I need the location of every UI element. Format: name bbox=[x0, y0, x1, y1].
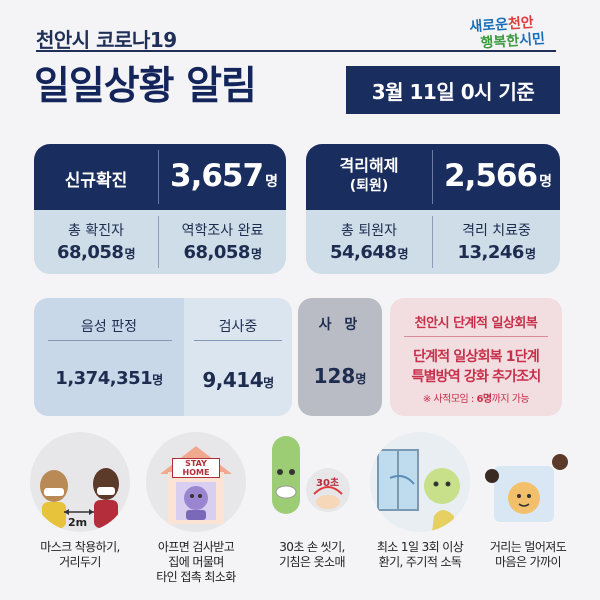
caption-line: 거리는 멀어져도 bbox=[489, 540, 567, 554]
note-limit: 6명 bbox=[476, 394, 492, 405]
logo-text-2b: 시민 bbox=[518, 31, 546, 49]
caption-line: 마음은 가까이 bbox=[495, 555, 561, 569]
logo-text-2a: 행복한 bbox=[480, 32, 520, 52]
confirmed-number: 3,657 bbox=[170, 158, 264, 194]
released-label-main: 격리해제 bbox=[339, 156, 399, 175]
ventilation-illustration bbox=[370, 432, 470, 532]
tests-card: 음성 판정 1,374,351명 검사중 9,414명 bbox=[34, 298, 292, 416]
caption-mask: 마스크 착용하기, 거리두기 bbox=[22, 540, 138, 570]
stay-home-sign: STAY HOME bbox=[172, 458, 220, 478]
divider bbox=[432, 150, 433, 204]
negative-label: 음성 판정 bbox=[81, 319, 137, 335]
divider bbox=[158, 216, 159, 268]
stay-home-illustration: STAY HOME bbox=[146, 432, 246, 532]
caption-heart: 거리는 멀어져도 마음은 가까이 bbox=[470, 540, 586, 570]
caption-line: 집에 머물며 bbox=[168, 555, 224, 569]
negative-panel: 음성 판정 1,374,351명 bbox=[34, 298, 184, 416]
total-confirmed-number: 68,058 bbox=[56, 242, 124, 263]
pending-panel: 검사중 9,414명 bbox=[184, 298, 292, 416]
pending-label: 검사중 bbox=[218, 319, 258, 335]
confirmed-card: 신규확진 3,657 명 총 확진자 68,058명 역학조사 완료 68,058… bbox=[34, 144, 286, 274]
city-logo: 새로운천안 행복한시민 bbox=[469, 13, 567, 54]
caption-line: 환기, 주기적 소독 bbox=[378, 555, 462, 569]
deaths-card: 사 망 128명 bbox=[298, 298, 382, 416]
total-released-label: 총 퇴원자 bbox=[341, 223, 397, 239]
epi-done-number: 68,058 bbox=[183, 242, 250, 263]
divider bbox=[48, 340, 172, 341]
mask-distance-illustration: 2m bbox=[30, 432, 130, 532]
recovery-line-2: 특별방역 강화 추가조치 bbox=[411, 369, 542, 385]
in-treatment-label: 격리 치료중 bbox=[462, 223, 531, 239]
confirmed-value: 3,657 명 bbox=[170, 158, 278, 194]
negative-value: 1,374,351명 bbox=[34, 368, 184, 389]
epi-done-value: 68,058명 bbox=[159, 242, 286, 263]
unit: 명 bbox=[539, 174, 552, 190]
pending-number: 9,414 bbox=[202, 368, 264, 392]
total-confirmed-value: 68,058명 bbox=[34, 242, 158, 263]
logo-text-1a: 새로운 bbox=[468, 16, 509, 36]
caption-hand-washing: 30초 손 씻기, 기침은 옷소매 bbox=[254, 540, 370, 570]
unit: 명 bbox=[263, 376, 274, 390]
caption-line: 아프면 검사받고 bbox=[157, 540, 235, 554]
released-label: 격리해제 (퇴원) bbox=[306, 156, 432, 196]
deaths-value: 128명 bbox=[298, 364, 382, 388]
caption-ventilation: 최소 1일 3회 이상 환기, 주기적 소독 bbox=[362, 540, 478, 570]
thirty-second-sign: 30초 bbox=[316, 478, 340, 489]
released-header: 격리해제 (퇴원) 2,566 명 bbox=[306, 144, 560, 210]
released-details: 총 퇴원자 54,648명 격리 치료중 13,246명 bbox=[306, 210, 560, 274]
released-value: 2,566 명 bbox=[444, 158, 552, 194]
unit: 명 bbox=[397, 247, 408, 261]
date-badge: 3월 11일 0시 기준 bbox=[346, 66, 560, 114]
confirmed-details: 총 확진자 68,058명 역학조사 완료 68,058명 bbox=[34, 210, 286, 274]
hand-washing-illustration: 30초 bbox=[262, 432, 362, 532]
released-number: 2,566 bbox=[444, 158, 538, 194]
recovery-card: 천안시 단계적 일상회복 단계적 일상회복 1단계 특별방역 강화 추가조치 ※… bbox=[390, 298, 562, 416]
confirmed-header: 신규확진 3,657 명 bbox=[34, 144, 286, 210]
released-label-sub: (퇴원) bbox=[349, 178, 389, 194]
caption-line: 마스크 착용하기, bbox=[40, 540, 120, 554]
recovery-line-1: 단계적 일상회복 1단계 bbox=[413, 349, 540, 365]
deaths-label: 사 망 bbox=[318, 317, 362, 333]
epi-done-label: 역학조사 완료 bbox=[181, 223, 264, 239]
total-confirmed-label: 총 확진자 bbox=[68, 223, 124, 239]
unit: 명 bbox=[265, 174, 278, 190]
caption-line: 기침은 옷소매 bbox=[279, 555, 345, 569]
in-treatment-number: 13,246 bbox=[457, 242, 524, 263]
released-card: 격리해제 (퇴원) 2,566 명 총 퇴원자 54,648명 격리 치료중 13… bbox=[306, 144, 560, 274]
divider bbox=[432, 216, 433, 268]
header-subtitle: 천안시 코로나19 bbox=[36, 28, 177, 52]
negative-number: 1,374,351 bbox=[55, 368, 153, 389]
page-title: 일일상황 알림 bbox=[34, 64, 257, 109]
caption-line: 타인 접촉 최소화 bbox=[156, 570, 236, 584]
note-prefix: ※ 사적모임 : bbox=[422, 394, 477, 405]
recovery-title: 천안시 단계적 일상회복 bbox=[414, 316, 538, 331]
header-divider bbox=[36, 50, 556, 52]
gathering-note: ※ 사적모임 : 6명까지 가능 bbox=[390, 390, 562, 405]
confirmed-label: 신규확진 bbox=[64, 171, 128, 191]
unit: 명 bbox=[124, 247, 135, 261]
deaths-number: 128 bbox=[313, 364, 356, 388]
divider bbox=[194, 340, 282, 341]
caption-stay-home: 아프면 검사받고 집에 머물며 타인 접촉 최소화 bbox=[138, 540, 254, 585]
unit: 명 bbox=[152, 373, 163, 387]
unit: 명 bbox=[524, 247, 536, 261]
divider bbox=[404, 336, 548, 337]
pending-value: 9,414명 bbox=[184, 368, 292, 392]
total-released-value: 54,648명 bbox=[306, 242, 432, 263]
caption-line: 거리두기 bbox=[59, 555, 101, 569]
heart-distance-illustration bbox=[474, 432, 574, 532]
caption-line: 최소 1일 3회 이상 bbox=[376, 540, 464, 554]
note-suffix: 까지 가능 bbox=[491, 394, 530, 405]
caption-line: 30초 손 씻기, bbox=[279, 540, 345, 554]
unit: 명 bbox=[355, 372, 367, 386]
unit: 명 bbox=[250, 247, 262, 261]
in-treatment-value: 13,246명 bbox=[433, 242, 560, 263]
divider bbox=[158, 150, 159, 204]
total-released-number: 54,648 bbox=[329, 242, 397, 263]
logo-text-1b: 천안 bbox=[507, 14, 535, 33]
distance-label: 2m bbox=[68, 516, 88, 529]
